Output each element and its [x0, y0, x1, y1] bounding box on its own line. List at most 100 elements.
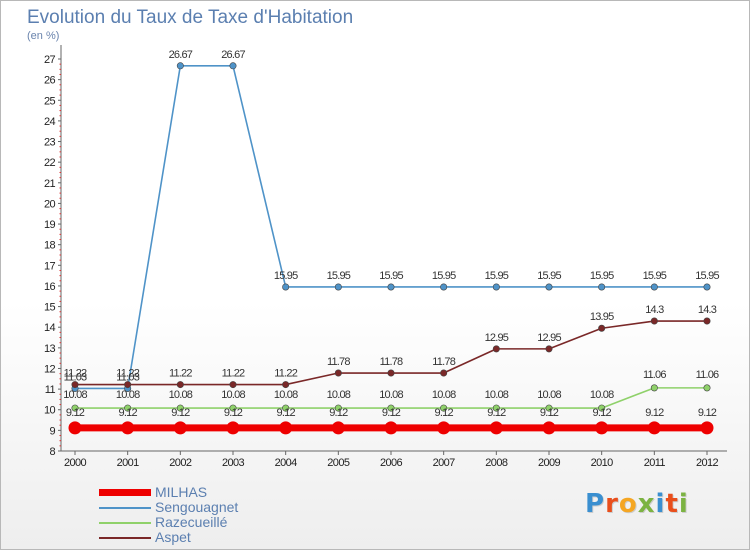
data-point — [489, 421, 503, 435]
data-label: 11.22 — [169, 368, 192, 380]
data-label: 10.08 — [327, 389, 351, 401]
y-tick-label: 8 — [49, 446, 55, 458]
x-tick-label: 2004 — [275, 457, 298, 469]
data-label: 10.08 — [590, 389, 614, 401]
data-label: 9.12 — [277, 407, 296, 419]
data-label: 11.22 — [274, 368, 297, 380]
data-label: 11.06 — [696, 369, 719, 381]
series-line-sengouagnet — [75, 65, 707, 390]
y-tick-label: 22 — [44, 157, 56, 169]
data-label: 9.12 — [487, 407, 506, 419]
y-tick-label: 15 — [44, 302, 56, 314]
data-point — [492, 404, 500, 412]
y-tick-label: 18 — [44, 240, 56, 252]
data-label: 15.95 — [327, 270, 351, 282]
logo-letter: x — [637, 489, 656, 519]
data-point — [279, 421, 293, 435]
chart-title: Evolution du Taux de Taxe d'Habitation — [27, 7, 354, 28]
data-point — [176, 62, 184, 70]
data-point — [387, 369, 395, 377]
data-label: 10.08 — [485, 389, 509, 401]
data-point — [598, 283, 606, 291]
data-point — [334, 283, 342, 291]
data-point — [334, 404, 342, 412]
y-tick-label: 26 — [44, 75, 56, 87]
data-point — [545, 345, 553, 353]
data-label: 11.78 — [327, 356, 350, 368]
data-label: 13.95 — [590, 311, 614, 323]
y-tick-label: 24 — [44, 116, 56, 128]
data-point — [440, 283, 448, 291]
data-label: 9.12 — [540, 407, 559, 419]
y-tick-label: 14 — [44, 322, 56, 334]
data-label: 10.08 — [274, 389, 298, 401]
logo-letter: o — [618, 489, 638, 519]
data-label: 10.08 — [221, 389, 245, 401]
data-label: 9.12 — [645, 407, 664, 419]
data-point — [650, 283, 658, 291]
legend-label: Sengouagnet — [155, 499, 239, 515]
x-tick-label: 2012 — [696, 457, 719, 469]
legend-swatch — [99, 537, 151, 539]
data-label: 26.67 — [169, 49, 193, 61]
legend-label: Aspet — [155, 529, 191, 545]
logo-letter: P — [585, 489, 606, 519]
data-point — [387, 283, 395, 291]
y-tick-label: 23 — [44, 137, 56, 149]
y-tick-label: 20 — [44, 198, 56, 210]
data-point — [598, 404, 606, 412]
logo-letter: t — [665, 489, 679, 519]
data-point — [387, 404, 395, 412]
data-point — [492, 283, 500, 291]
data-label: 26.67 — [221, 49, 245, 61]
data-label: 10.08 — [169, 389, 193, 401]
logo-letter: i — [655, 489, 666, 519]
data-point — [703, 317, 711, 325]
data-point — [226, 421, 240, 435]
data-label: 15.95 — [643, 270, 667, 282]
data-label: 11.06 — [643, 369, 666, 381]
data-label: 11.03 — [116, 371, 139, 383]
data-label: 11.78 — [380, 356, 403, 368]
data-point — [68, 421, 82, 435]
data-point — [282, 283, 290, 291]
data-point — [176, 381, 184, 389]
data-point — [650, 384, 658, 392]
data-label: 10.08 — [537, 389, 561, 401]
data-label: 9.12 — [119, 407, 138, 419]
data-point — [437, 421, 451, 435]
proxiti-logo: Proxiti — [585, 489, 689, 519]
data-label: 9.12 — [698, 407, 717, 419]
legend-label: Razecueillé — [155, 514, 228, 530]
x-tick-label: 2011 — [644, 457, 666, 469]
data-point — [492, 345, 500, 353]
x-tick-label: 2006 — [380, 457, 403, 469]
data-label: 10.08 — [116, 389, 140, 401]
data-label: 10.08 — [63, 389, 87, 401]
data-label: 9.12 — [66, 407, 85, 419]
data-label: 9.12 — [593, 407, 612, 419]
data-point — [647, 421, 661, 435]
y-tick-label: 21 — [44, 178, 56, 190]
chart-subtitle: (en %) — [27, 30, 60, 42]
data-label: 11.22 — [116, 368, 139, 380]
data-point — [703, 384, 711, 392]
data-point — [282, 404, 290, 412]
legend-swatch — [99, 507, 151, 509]
data-label: 15.95 — [485, 270, 509, 282]
data-point — [229, 381, 237, 389]
logo-letter: r — [605, 489, 619, 519]
data-label: 10.08 — [379, 389, 403, 401]
data-point — [173, 421, 187, 435]
legend-swatch — [99, 522, 151, 524]
data-label: 9.12 — [382, 407, 401, 419]
y-tick-label: 11 — [45, 384, 56, 396]
x-tick-label: 2005 — [327, 457, 350, 469]
y-tick-label: 16 — [44, 281, 56, 293]
y-tick-label: 12 — [44, 363, 56, 375]
data-label: 11.78 — [432, 356, 455, 368]
data-label: 9.12 — [435, 407, 454, 419]
data-point — [440, 404, 448, 412]
x-tick-label: 2001 — [117, 457, 140, 469]
